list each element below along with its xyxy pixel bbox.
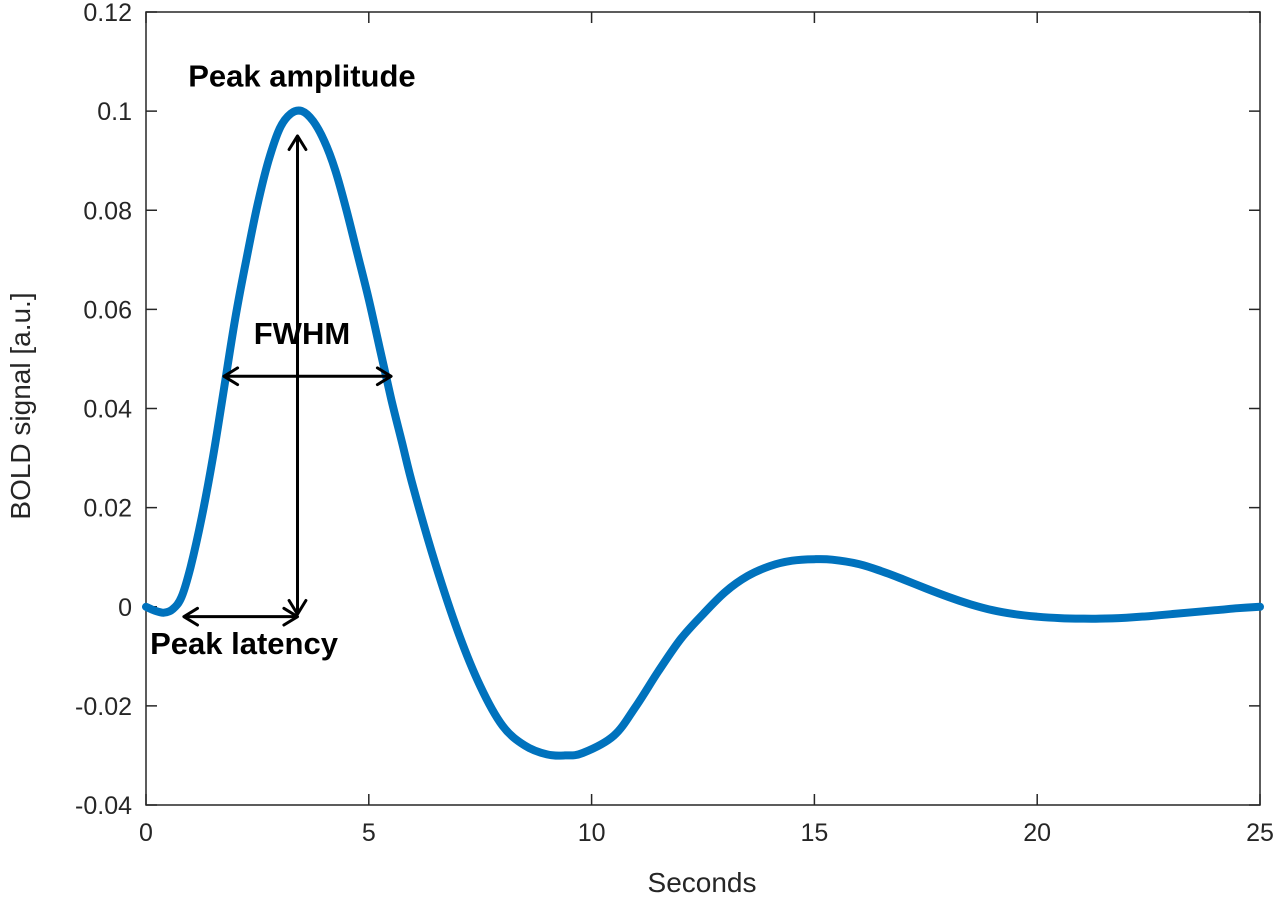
annotation-label: FWHM: [254, 316, 350, 351]
y-tick-label: -0.04: [75, 792, 132, 820]
x-tick-label: 25: [1246, 819, 1274, 847]
annotation-arrows: [182, 134, 393, 627]
y-tick-label: 0.1: [97, 98, 132, 126]
annotation-labels: Peak amplitude FWHM Peak latency: [150, 58, 416, 660]
y-tick-label: 0.04: [83, 396, 132, 424]
y-tick-label: 0.02: [83, 495, 132, 523]
x-axis-ticks: 0 5 10 15 20 25: [139, 12, 1274, 847]
y-axis-label: BOLD signal [a.u.]: [5, 292, 36, 519]
x-tick-label: 10: [578, 819, 606, 847]
x-tick-label: 0: [139, 819, 153, 847]
fwhm-arrow-head-start: [222, 366, 240, 387]
x-axis-label: Seconds: [648, 867, 757, 897]
bold-response-curve: [142, 106, 1264, 760]
y-tick-label: -0.02: [75, 693, 132, 721]
plot-area: [145, 11, 1261, 806]
x-tick-label: 20: [1023, 819, 1051, 847]
y-tick-label: 0.08: [83, 197, 132, 225]
peak-latency-arrow-head-end: [282, 606, 299, 627]
peak-latency-arrow-head-start: [182, 606, 199, 627]
y-axis-ticks: -0.04 -0.02 0 0.02 0.04 0.06 0.08 0.1 0.12: [75, 0, 1260, 820]
x-tick-label: 15: [800, 819, 828, 847]
y-tick-label: 0.06: [83, 296, 132, 324]
fwhm-arrow-head-end: [375, 366, 393, 387]
axes-box: [145, 11, 1261, 806]
peak-amplitude-arrow-head-start: [287, 599, 308, 616]
x-tick-label: 5: [362, 819, 376, 847]
y-tick-label: 0.12: [83, 0, 132, 27]
peak-amplitude-arrow-head-end: [287, 134, 308, 151]
series-layer: [142, 106, 1264, 760]
y-tick-label: 0: [118, 594, 132, 622]
annotation-label: Peak amplitude: [188, 58, 415, 93]
annotation-label: Peak latency: [150, 626, 339, 661]
